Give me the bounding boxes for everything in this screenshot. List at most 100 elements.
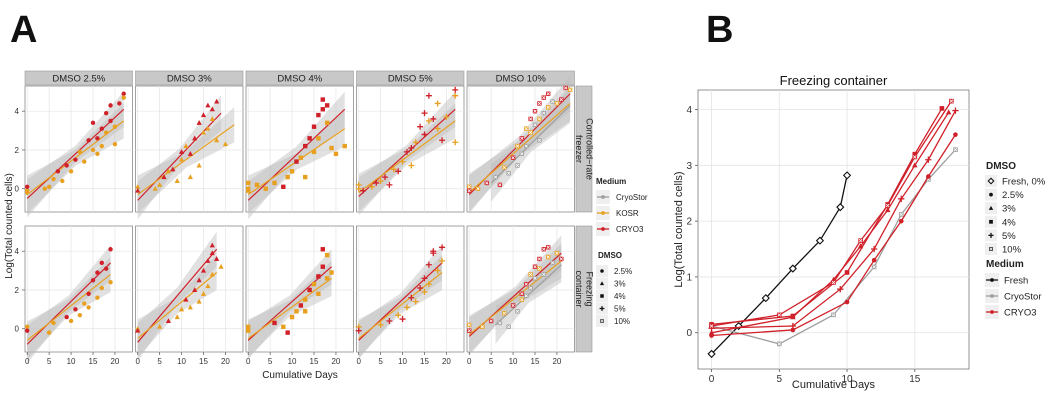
y-tick-label: 0 bbox=[686, 328, 692, 339]
x-tick-label: 5 bbox=[47, 357, 52, 366]
fit-line-cryo3 bbox=[26, 108, 125, 199]
legend-medium-label: CRYO3 bbox=[1004, 308, 1037, 319]
data-point-9 bbox=[395, 168, 402, 175]
facet-0-3 bbox=[355, 85, 465, 216]
data-point-1 bbox=[466, 188, 472, 193]
data-point-18 bbox=[439, 257, 446, 264]
series-point-1-4-cross bbox=[899, 212, 904, 217]
data-point-14 bbox=[320, 264, 325, 269]
data-point-1 bbox=[24, 184, 30, 189]
data-point-20-cross bbox=[542, 272, 546, 277]
data-point-22 bbox=[108, 118, 113, 124]
x-tick-label: 5 bbox=[489, 357, 494, 366]
facet-strip-1 bbox=[135, 70, 244, 86]
series-point-5-3-shape bbox=[871, 245, 878, 253]
data-point-7-shape bbox=[77, 312, 83, 318]
series-point-4-2 bbox=[844, 270, 850, 275]
data-point-16 bbox=[532, 276, 538, 281]
data-point-3-shape bbox=[42, 186, 47, 191]
series-point-3-6-shape bbox=[945, 109, 952, 115]
series-point-0-6 bbox=[842, 171, 852, 180]
data-point-14 bbox=[412, 139, 419, 146]
panel-b: B Freezing container 0 1 2 3 4 0 5 10 15 Cumulative… bbox=[673, 9, 1046, 391]
data-point-3 bbox=[484, 180, 489, 186]
data-point-17-shape bbox=[95, 136, 100, 141]
data-point-6 bbox=[170, 166, 176, 172]
data-point-7-shape bbox=[408, 294, 415, 301]
data-point-13-shape bbox=[408, 162, 415, 169]
data-point-5-shape bbox=[165, 168, 172, 174]
data-point-21 bbox=[103, 130, 109, 135]
data-point-0-shape bbox=[245, 324, 251, 329]
data-point-10-shape bbox=[73, 157, 78, 162]
series-point-2-1-shape bbox=[790, 327, 796, 333]
data-point-9 bbox=[303, 309, 308, 314]
series-point-3-4 bbox=[884, 207, 891, 213]
legend-dmso-key bbox=[989, 192, 993, 197]
data-point-18-shape bbox=[205, 102, 211, 108]
series-point-5-5-shape bbox=[925, 156, 932, 163]
data-point-11-shape bbox=[77, 149, 83, 155]
data-point-2-cross bbox=[480, 325, 485, 329]
data-point-7-shape bbox=[174, 178, 180, 183]
data-point-11-shape bbox=[403, 148, 410, 155]
legend-dmso-label: 10% bbox=[614, 317, 630, 326]
series-point-6-2 bbox=[831, 280, 836, 285]
x-tick-label: 10 bbox=[67, 357, 76, 366]
data-point-16 bbox=[324, 276, 330, 281]
series-point-4-4-shape bbox=[912, 151, 918, 157]
data-point-22-shape bbox=[108, 118, 113, 124]
data-point-18-cross bbox=[537, 266, 542, 271]
data-point-1-shape bbox=[355, 327, 362, 334]
series-point-3-0-shape bbox=[708, 329, 715, 335]
series-point-4-5-shape bbox=[939, 106, 945, 111]
data-point-14 bbox=[311, 124, 317, 129]
data-point-10-shape bbox=[183, 143, 189, 149]
row-label-line-0-1: freezer bbox=[574, 135, 584, 163]
data-point-6-shape bbox=[403, 304, 410, 311]
x-tick-label: 5 bbox=[157, 357, 162, 366]
data-point-10 bbox=[196, 277, 202, 283]
facet-strip-2 bbox=[245, 70, 354, 86]
series-point-3-0 bbox=[708, 329, 715, 335]
data-point-5-cross bbox=[502, 311, 506, 315]
data-point-24 bbox=[342, 143, 347, 149]
y-axis-label-group: Log(Total counted cells) bbox=[673, 171, 685, 287]
data-point-21 bbox=[545, 254, 551, 260]
data-point-17-shape bbox=[209, 271, 215, 277]
series-point-1-1 bbox=[776, 341, 782, 347]
data-point-11-shape bbox=[303, 143, 308, 149]
series-point-1-4 bbox=[898, 212, 904, 217]
data-point-27-cross bbox=[555, 101, 559, 106]
data-point-7 bbox=[298, 303, 304, 308]
data-point-9-shape bbox=[196, 298, 202, 304]
data-point-12-shape bbox=[425, 261, 432, 268]
fit-line-kosr bbox=[26, 273, 111, 341]
x-tick-label: 0 bbox=[467, 357, 472, 366]
x-tick-label: 5 bbox=[777, 374, 783, 385]
legend-key-point-shape bbox=[601, 227, 605, 231]
data-point-0-shape bbox=[135, 184, 141, 189]
series-point-1-3-cross bbox=[872, 265, 876, 269]
data-point-21 bbox=[537, 138, 542, 143]
x-axis-label: Cumulative Days bbox=[792, 379, 876, 391]
data-point-0 bbox=[245, 324, 251, 329]
data-point-16-shape bbox=[434, 267, 441, 274]
facet-label-0: DMSO 2.5% bbox=[52, 74, 105, 85]
y-tick-label: 4 bbox=[15, 107, 20, 116]
data-point-7-cross bbox=[511, 303, 515, 308]
data-point-1 bbox=[135, 187, 141, 193]
y-axis-label-group: Log(Total counted cells) bbox=[4, 173, 15, 279]
legend-key-point-shape bbox=[601, 211, 605, 215]
facet-strip-4 bbox=[466, 70, 575, 86]
legend-dmso-label: 2.5% bbox=[1002, 190, 1024, 201]
data-point-3-cross bbox=[485, 181, 489, 185]
data-point-19 bbox=[541, 247, 546, 252]
x-axis-label: Cumulative Days bbox=[262, 370, 338, 381]
data-point-12 bbox=[200, 291, 207, 296]
series-point-2-5-shape bbox=[926, 174, 931, 179]
data-point-5 bbox=[272, 180, 277, 186]
data-point-3 bbox=[165, 318, 172, 323]
series-point-6-3-cross bbox=[858, 238, 863, 243]
